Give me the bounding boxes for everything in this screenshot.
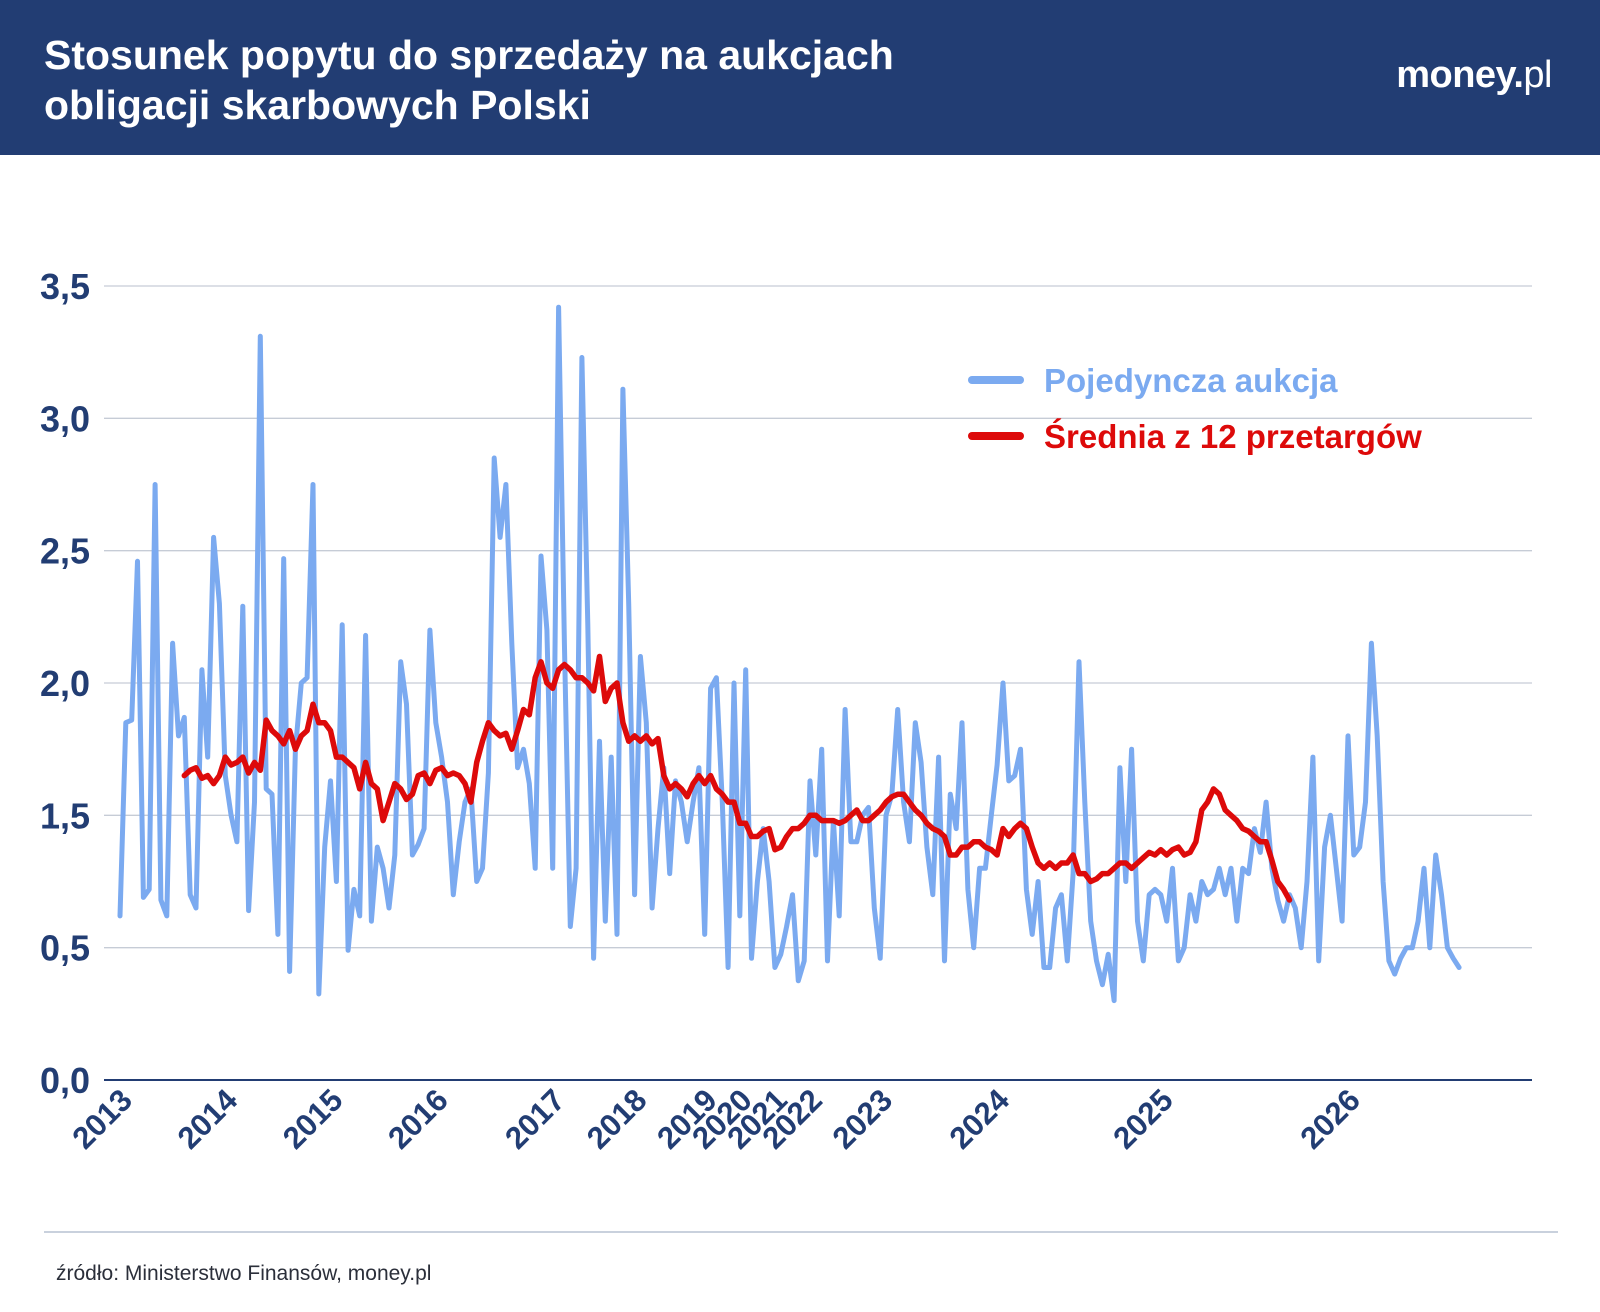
y-tick-label: 3,5 [40,266,90,307]
y-tick-label: 1,5 [40,795,90,836]
source-note: źródło: Ministerstwo Finansów, money.pl [56,1262,432,1285]
x-tick-label: 2014 [171,1082,245,1156]
chart-title-line1: Stosunek popytu do sprzedaży na aukcjach [44,32,894,78]
chart-area: 0,0 0,5 1,5 2,0 2,5 3,0 3,5 2013 2014 2015 2016 201… [0,155,1600,1235]
brand-logo-tld: pl [1523,54,1552,96]
y-tick-label: 0,5 [40,928,90,969]
y-tick-label: 3,0 [40,398,90,439]
legend-entry-label: Średnia z 12 przetargów [1044,418,1422,455]
series-line-average-12 [181,653,1293,903]
y-tick-label: 0,0 [40,1060,90,1101]
header-banner: Stosunek popytu do sprzedaży na aukcjach… [0,0,1600,155]
legend-entry-label: Pojedyncza aukcja [1044,362,1338,399]
brand-logo-main: money. [1396,54,1524,96]
series-line-single-auction [117,304,1462,1004]
chart-title: Stosunek popytu do sprzedaży na aukcjach… [44,30,1244,130]
chart-title-line2: obligacji skarbowych Polski [44,82,591,128]
x-tick-label: 2018 [580,1082,654,1156]
x-tick-label: 2026 [1293,1082,1367,1156]
x-tick-label: 2023 [826,1082,900,1156]
x-tick-label: 2017 [498,1082,572,1156]
x-tick-label: 2016 [381,1082,455,1156]
y-tick-label: 2,5 [40,531,90,572]
footer-divider [44,1231,1558,1233]
x-tick-label: 2015 [276,1082,350,1156]
x-tick-label: 2025 [1106,1082,1180,1156]
brand-logo: money.pl [1396,54,1552,97]
y-tick-label: 2,0 [40,663,90,704]
x-tick-label: 2024 [943,1082,1017,1156]
